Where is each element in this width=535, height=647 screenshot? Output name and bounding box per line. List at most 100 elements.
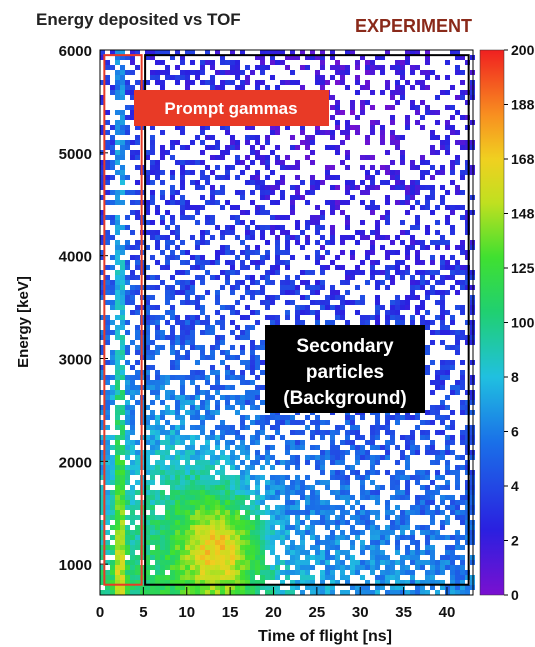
- heatmap-cell: [180, 130, 185, 135]
- heatmap-cell: [465, 575, 470, 580]
- heatmap-cell: [300, 140, 305, 145]
- heatmap-cell: [310, 430, 315, 435]
- heatmap-cell: [460, 465, 465, 470]
- heatmap-cell: [180, 585, 185, 590]
- heatmap-cell: [330, 165, 335, 170]
- heatmap-cell: [260, 580, 265, 585]
- heatmap-cell: [350, 515, 355, 520]
- heatmap-cell: [400, 590, 405, 595]
- heatmap-cell: [135, 570, 140, 575]
- heatmap-cell: [295, 580, 300, 585]
- heatmap-cell: [415, 220, 420, 225]
- heatmap-cell: [405, 80, 410, 85]
- heatmap-cell: [240, 555, 245, 560]
- heatmap-cell: [355, 115, 360, 120]
- heatmap-cell: [250, 570, 255, 575]
- heatmap-cell: [250, 400, 255, 405]
- heatmap-cell: [370, 440, 375, 445]
- heatmap-cell: [360, 585, 365, 590]
- heatmap-cell: [195, 540, 200, 545]
- heatmap-cell: [430, 515, 435, 520]
- heatmap-cell: [380, 580, 385, 585]
- heatmap-cell: [210, 500, 215, 505]
- heatmap-cell: [150, 50, 155, 55]
- heatmap-cell: [110, 280, 115, 285]
- heatmap-cell: [450, 330, 455, 335]
- heatmap-cell: [425, 535, 430, 540]
- heatmap-cell: [105, 405, 110, 410]
- heatmap-cell: [260, 190, 265, 195]
- heatmap-cell: [395, 260, 400, 265]
- heatmap-cell: [270, 565, 275, 570]
- heatmap-cell: [430, 360, 435, 365]
- heatmap-cell: [220, 315, 225, 320]
- heatmap-cell: [115, 60, 120, 65]
- heatmap-cell: [290, 590, 295, 595]
- heatmap-cell: [315, 310, 320, 315]
- heatmap-cell: [435, 290, 440, 295]
- heatmap-cell: [435, 565, 440, 570]
- heatmap-cell: [175, 255, 180, 260]
- heatmap-cell: [120, 120, 125, 125]
- heatmap-cell: [135, 345, 140, 350]
- heatmap-cell: [205, 565, 210, 570]
- heatmap-cell: [110, 305, 115, 310]
- heatmap-cell: [200, 235, 205, 240]
- heatmap-cell: [200, 265, 205, 270]
- heatmap-cell: [430, 500, 435, 505]
- heatmap-cell: [300, 535, 305, 540]
- heatmap-cell: [420, 305, 425, 310]
- heatmap-cell: [340, 560, 345, 565]
- heatmap-cell: [175, 520, 180, 525]
- heatmap-cell: [260, 225, 265, 230]
- heatmap-cell: [310, 160, 315, 165]
- heatmap-cell: [105, 175, 110, 180]
- heatmap-cell: [275, 245, 280, 250]
- heatmap-cell: [240, 360, 245, 365]
- heatmap-cell: [285, 230, 290, 235]
- heatmap-cell: [440, 140, 445, 145]
- heatmap-cell: [285, 315, 290, 320]
- heatmap-cell: [120, 585, 125, 590]
- heatmap-cell: [320, 235, 325, 240]
- heatmap-cell: [125, 105, 130, 110]
- heatmap-cell: [420, 245, 425, 250]
- heatmap-cell: [325, 250, 330, 255]
- heatmap-cell: [450, 265, 455, 270]
- heatmap-cell: [195, 180, 200, 185]
- heatmap-cell: [415, 525, 420, 530]
- heatmap-cell: [185, 260, 190, 265]
- heatmap-cell: [415, 580, 420, 585]
- heatmap-cell: [390, 250, 395, 255]
- heatmap-cell: [195, 530, 200, 535]
- heatmap-cell: [125, 495, 130, 500]
- heatmap-cell: [465, 430, 470, 435]
- heatmap-cell: [210, 545, 215, 550]
- heatmap-cell: [175, 230, 180, 235]
- heatmap-cell: [190, 70, 195, 75]
- heatmap-cell: [245, 585, 250, 590]
- heatmap-cell: [240, 445, 245, 450]
- heatmap-cell: [235, 355, 240, 360]
- heatmap-cell: [200, 240, 205, 245]
- heatmap-cell: [215, 470, 220, 475]
- heatmap-cell: [320, 435, 325, 440]
- heatmap-cell: [130, 520, 135, 525]
- y-tick-label: 2000: [59, 454, 92, 471]
- heatmap-cell: [430, 575, 435, 580]
- heatmap-cell: [395, 560, 400, 565]
- heatmap-cell: [450, 570, 455, 575]
- heatmap-cell: [365, 60, 370, 65]
- heatmap-cell: [270, 585, 275, 590]
- background-label-bg: [265, 325, 425, 413]
- heatmap-cell: [425, 570, 430, 575]
- heatmap-cell: [325, 545, 330, 550]
- heatmap-cell: [160, 555, 165, 560]
- heatmap-cell: [215, 405, 220, 410]
- heatmap-cell: [215, 300, 220, 305]
- heatmap-cell: [190, 525, 195, 530]
- heatmap-cell: [295, 165, 300, 170]
- heatmap-cell: [370, 120, 375, 125]
- heatmap-cell: [310, 55, 315, 60]
